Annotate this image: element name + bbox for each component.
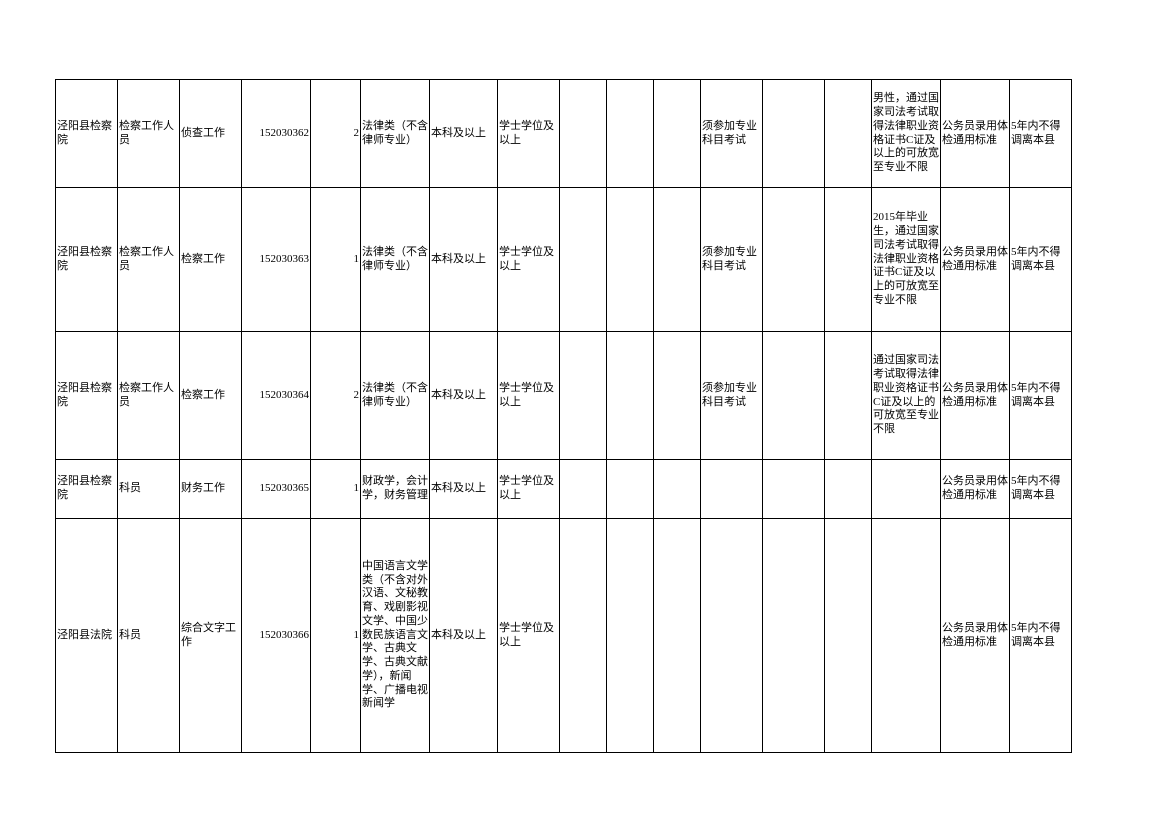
table-cell: 检察工作人员 (118, 188, 180, 332)
table-cell (654, 80, 701, 188)
table-cell: 中国语言文学类（不含对外汉语、文秘教育、戏剧影视文学、中国少数民族语言文学、古典… (361, 519, 430, 753)
table-cell (763, 332, 825, 460)
table-cell: 检察工作 (180, 188, 242, 332)
table-cell: 须参加专业科目考试 (701, 80, 763, 188)
table-cell: 1 (311, 188, 361, 332)
table-cell (654, 460, 701, 519)
table-cell (825, 460, 872, 519)
table-cell: 科员 (118, 519, 180, 753)
table-cell (607, 188, 654, 332)
table-cell: 5年内不得调离本县 (1010, 188, 1072, 332)
table-cell: 152030365 (242, 460, 311, 519)
table-cell: 152030364 (242, 332, 311, 460)
table-cell: 152030363 (242, 188, 311, 332)
table-cell (763, 460, 825, 519)
table-cell: 法律类（不含律师专业） (361, 80, 430, 188)
table-cell: 学士学位及以上 (498, 188, 560, 332)
table-row: 泾阳县检察院科员财务工作1520303651财政学，会计学，财务管理本科及以上学… (56, 460, 1072, 519)
table-cell (701, 460, 763, 519)
table-cell (701, 519, 763, 753)
table-cell: 本科及以上 (430, 332, 498, 460)
table-cell: 5年内不得调离本县 (1010, 519, 1072, 753)
table-cell: 公务员录用体检通用标准 (941, 80, 1010, 188)
table-cell: 152030362 (242, 80, 311, 188)
table-cell: 公务员录用体检通用标准 (941, 188, 1010, 332)
table-cell (872, 519, 941, 753)
table-cell: 泾阳县检察院 (56, 80, 118, 188)
table-cell (763, 519, 825, 753)
table-cell: 公务员录用体检通用标准 (941, 332, 1010, 460)
table-row: 泾阳县检察院检察工作人员检察工作1520303642法律类（不含律师专业）本科及… (56, 332, 1072, 460)
table-cell (560, 460, 607, 519)
table-cell: 152030366 (242, 519, 311, 753)
table-cell: 须参加专业科目考试 (701, 332, 763, 460)
table-cell: 法律类（不含律师专业） (361, 188, 430, 332)
table-cell (607, 80, 654, 188)
table-cell: 财务工作 (180, 460, 242, 519)
table-cell: 1 (311, 519, 361, 753)
table-cell (825, 332, 872, 460)
table-cell: 5年内不得调离本县 (1010, 80, 1072, 188)
table-cell (872, 460, 941, 519)
table-row: 泾阳县检察院检察工作人员检察工作1520303631法律类（不含律师专业）本科及… (56, 188, 1072, 332)
table-cell: 学士学位及以上 (498, 80, 560, 188)
table-cell (560, 519, 607, 753)
table-cell: 泾阳县检察院 (56, 460, 118, 519)
table-cell: 2015年毕业生，通过国家司法考试取得法律职业资格证书C证及以上的可放宽至专业不… (872, 188, 941, 332)
table-cell (825, 188, 872, 332)
table-cell (654, 332, 701, 460)
table-row: 泾阳县法院科员综合文字工作1520303661中国语言文学类（不含对外汉语、文秘… (56, 519, 1072, 753)
table-cell: 5年内不得调离本县 (1010, 332, 1072, 460)
table-cell: 检察工作人员 (118, 332, 180, 460)
table-cell: 2 (311, 80, 361, 188)
table-cell: 法律类（不含律师专业） (361, 332, 430, 460)
table-cell: 5年内不得调离本县 (1010, 460, 1072, 519)
table-cell: 学士学位及以上 (498, 460, 560, 519)
table-cell: 本科及以上 (430, 460, 498, 519)
table-cell (560, 80, 607, 188)
table-cell: 2 (311, 332, 361, 460)
table-cell (763, 80, 825, 188)
table-cell: 学士学位及以上 (498, 519, 560, 753)
table-cell: 公务员录用体检通用标准 (941, 519, 1010, 753)
table-cell (560, 188, 607, 332)
table-cell (654, 519, 701, 753)
table-cell (825, 80, 872, 188)
table-cell: 通过国家司法考试取得法律职业资格证书C证及以上的可放宽至专业不限 (872, 332, 941, 460)
table-cell: 泾阳县检察院 (56, 188, 118, 332)
table-cell: 财政学，会计学，财务管理 (361, 460, 430, 519)
table-cell: 综合文字工作 (180, 519, 242, 753)
table-cell: 学士学位及以上 (498, 332, 560, 460)
table-cell: 男性，通过国家司法考试取得法律职业资格证书C证及以上的可放宽至专业不限 (872, 80, 941, 188)
table-cell: 泾阳县检察院 (56, 332, 118, 460)
table-cell: 须参加专业科目考试 (701, 188, 763, 332)
table-cell (654, 188, 701, 332)
table-cell: 侦查工作 (180, 80, 242, 188)
table-cell (560, 332, 607, 460)
table-row: 泾阳县检察院检察工作人员侦查工作1520303622法律类（不含律师专业）本科及… (56, 80, 1072, 188)
table-cell: 科员 (118, 460, 180, 519)
table-cell (825, 519, 872, 753)
table-cell: 本科及以上 (430, 80, 498, 188)
recruitment-table: 泾阳县检察院检察工作人员侦查工作1520303622法律类（不含律师专业）本科及… (55, 79, 1072, 753)
table-cell: 公务员录用体检通用标准 (941, 460, 1010, 519)
table-cell (607, 332, 654, 460)
table-cell (607, 519, 654, 753)
table-cell: 1 (311, 460, 361, 519)
table-cell: 本科及以上 (430, 188, 498, 332)
table-cell (607, 460, 654, 519)
table-cell: 检察工作 (180, 332, 242, 460)
table-cell (763, 188, 825, 332)
table-cell: 泾阳县法院 (56, 519, 118, 753)
table-cell: 本科及以上 (430, 519, 498, 753)
table-cell: 检察工作人员 (118, 80, 180, 188)
